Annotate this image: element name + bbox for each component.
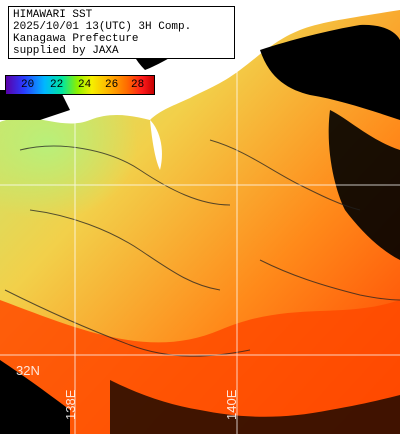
- cloud-area-north: [260, 24, 400, 120]
- lon-label-138e: 138E: [63, 389, 78, 420]
- land-izu-peninsula: [150, 120, 162, 170]
- legend-tick-26: 26: [105, 79, 119, 91]
- title-product: HIMAWARI SST: [13, 9, 93, 21]
- title-credit: supplied by JAXA: [13, 45, 119, 57]
- legend-tick-20: 20: [21, 79, 35, 91]
- legend-tick-22: 22: [50, 79, 64, 91]
- legend-tick-24: 24: [78, 79, 92, 91]
- title-region: Kanagawa Prefecture: [13, 33, 139, 45]
- title-datetime: 2025/10/01 13(UTC) 3H Comp.: [13, 21, 192, 33]
- title-panel: HIMAWARI SST 2025/10/01 13(UTC) 3H Comp.…: [8, 6, 235, 59]
- color-legend: 20 22 24 26 28: [5, 75, 155, 95]
- warm-water-region: [0, 300, 400, 434]
- lat-label-32n: 32N: [16, 363, 40, 378]
- cloud-area-southwest: [0, 360, 70, 434]
- cloud-area-south: [110, 380, 400, 434]
- cloud-area-west: [0, 90, 70, 120]
- legend-tick-28: 28: [131, 79, 145, 91]
- lon-label-140e: 140E: [224, 389, 239, 420]
